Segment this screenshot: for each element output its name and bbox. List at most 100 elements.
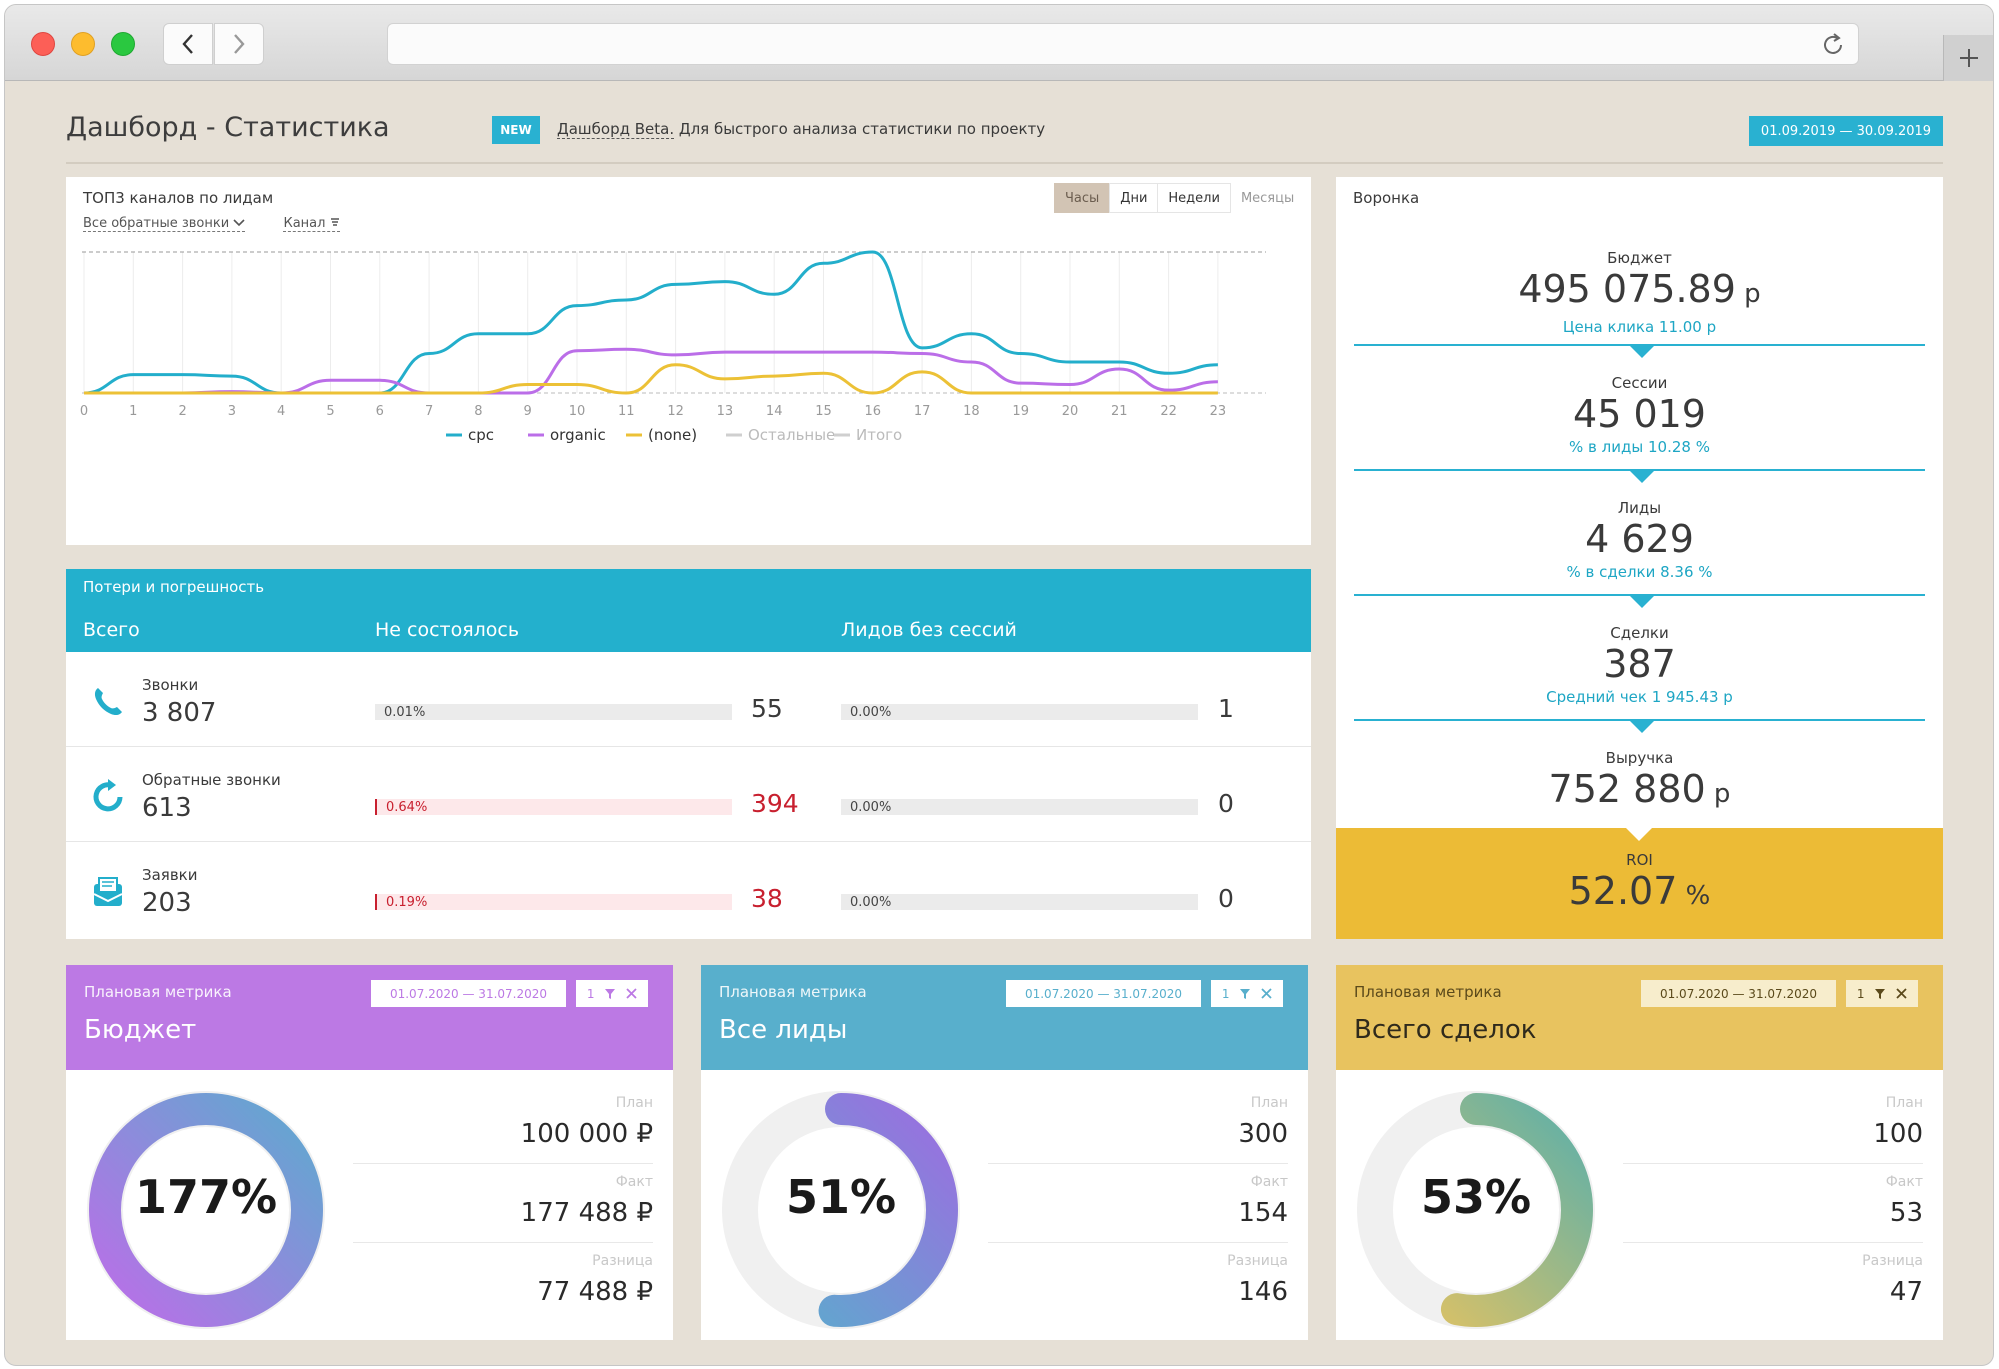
- roi-label: ROI: [1626, 851, 1653, 869]
- stage-sub: Цена клика 11.00 р: [1562, 318, 1717, 336]
- diff-label: Разница: [592, 1253, 653, 1269]
- plan-label: План: [615, 1095, 653, 1111]
- filter-channel-dropdown[interactable]: Канал: [283, 216, 340, 232]
- losses-header: Потери и погрешность Всего Не состоялось…: [66, 569, 1311, 652]
- progress-donut: [722, 1091, 960, 1329]
- browser-window: Дашборд - Статистика NEW Дашборд Beta. Д…: [4, 4, 1994, 1366]
- failed-bar: 0.19%: [375, 894, 732, 910]
- legend-item[interactable]: organic: [550, 426, 606, 444]
- row-total: 613: [142, 793, 192, 823]
- no-session-count: 0: [1218, 884, 1234, 913]
- stage-label: Сессии: [1611, 374, 1668, 392]
- legend-item[interactable]: (none): [648, 426, 697, 444]
- metric-filter-badge[interactable]: 1: [1211, 980, 1283, 1007]
- metric-filter-badge[interactable]: 1: [576, 980, 648, 1007]
- new-tab-button[interactable]: [1943, 35, 1993, 81]
- forward-button[interactable]: [214, 23, 264, 65]
- series-line-none: [84, 363, 1218, 395]
- fact-value: 177 488 ₽: [520, 1198, 653, 1228]
- plan-value: 100: [1873, 1119, 1923, 1149]
- no-session-pct: 0.00%: [850, 705, 892, 720]
- loss-row-callbacks[interactable]: Обратные звонки 613 0.64% 394 0.00% 0: [66, 747, 1311, 842]
- filter-count: 1: [1221, 986, 1230, 1001]
- legend-item[interactable]: Итого: [856, 426, 902, 444]
- period-weeks[interactable]: Недели: [1157, 183, 1231, 213]
- chevron-right-icon: [234, 34, 245, 54]
- metric-filter-badge[interactable]: 1: [1846, 980, 1918, 1007]
- period-days[interactable]: Дни: [1109, 183, 1159, 213]
- stage-value: 4 629: [1336, 517, 1943, 561]
- filter-calls-dropdown[interactable]: Все обратные звонки: [83, 216, 246, 232]
- metric-date-picker[interactable]: 01.07.2020 — 31.07.2020: [1006, 980, 1201, 1007]
- x-tick-label: 9: [524, 404, 532, 419]
- col-failed-header: Не состоялось: [375, 619, 520, 641]
- diff-label: Разница: [1227, 1253, 1288, 1269]
- stage-label: Бюджет: [1607, 249, 1672, 267]
- close-icon[interactable]: [626, 988, 637, 999]
- metric-name: Все лиды: [719, 1015, 848, 1045]
- close-icon[interactable]: [1261, 988, 1272, 999]
- reload-icon[interactable]: [1820, 32, 1846, 58]
- close-window-button[interactable]: [31, 32, 55, 56]
- maximize-window-button[interactable]: [111, 32, 135, 56]
- filter-icon: [1875, 988, 1886, 999]
- no-session-count: 1: [1218, 694, 1234, 723]
- x-tick-label: 4: [277, 404, 285, 419]
- x-tick-label: 12: [667, 404, 684, 419]
- metric-date-picker[interactable]: 01.07.2020 — 31.07.2020: [1641, 980, 1836, 1007]
- no-session-bar: 0.00%: [841, 894, 1198, 910]
- failed-pct: 0.64%: [386, 800, 428, 815]
- minimize-window-button[interactable]: [71, 32, 95, 56]
- legend-item[interactable]: Остальные: [748, 426, 835, 444]
- x-tick-label: 21: [1111, 404, 1128, 419]
- back-button[interactable]: [163, 23, 213, 65]
- x-tick-label: 14: [766, 404, 783, 419]
- metric-date-picker[interactable]: 01.07.2020 — 31.07.2020: [371, 980, 566, 1007]
- no-session-pct: 0.00%: [850, 800, 892, 815]
- beta-announcement: Дашборд Beta. Для быстрого анализа стати…: [557, 120, 1045, 139]
- fact-label: Факт: [615, 1174, 653, 1190]
- top-channels-card: ТОП3 каналов по лидам Все обратные звонк…: [66, 177, 1311, 545]
- stage-label: Лиды: [1617, 499, 1662, 517]
- loss-row-requests[interactable]: Заявки 203 0.19% 38 0.00% 0: [66, 842, 1311, 937]
- metric-card-budget: Плановая метрика Бюджет 01.07.2020 — 31.…: [66, 965, 673, 1340]
- period-months[interactable]: Месяцы: [1240, 190, 1295, 206]
- donut-progress-arc: [724, 1093, 958, 1327]
- stage-unit: р: [1735, 279, 1761, 309]
- stage-number: 495 075.89: [1518, 267, 1736, 311]
- dashboard-page: Дашборд - Статистика NEW Дашборд Beta. Д…: [5, 82, 1993, 1365]
- metric-fact: Факт 177 488 ₽: [353, 1164, 653, 1243]
- address-bar[interactable]: [387, 23, 1859, 65]
- filter-count: 1: [1856, 986, 1865, 1001]
- no-session-bar: 0.00%: [841, 704, 1198, 720]
- x-tick-label: 10: [569, 404, 586, 419]
- stage-number: 387: [1603, 642, 1676, 686]
- legend-item[interactable]: cpc: [468, 426, 494, 444]
- metric-card-deals: Плановая метрика Всего сделок 01.07.2020…: [1336, 965, 1943, 1340]
- funnel-divider: [1354, 719, 1925, 733]
- period-hours[interactable]: Часы: [1054, 183, 1111, 213]
- beta-link[interactable]: Дашборд Beta.: [557, 120, 675, 139]
- browser-titlebar: [5, 5, 1993, 81]
- diff-label: Разница: [1862, 1253, 1923, 1269]
- roi-block: ROI 52.07 %: [1336, 828, 1943, 939]
- roi-value: 52.07 %: [1336, 869, 1943, 918]
- loss-row-calls[interactable]: Звонки 3 807 0.01% 55 0.00% 1: [66, 652, 1311, 747]
- funnel-title: Воронка: [1353, 189, 1420, 207]
- x-tick-label: 7: [425, 404, 433, 419]
- x-tick-label: 18: [963, 404, 980, 419]
- stage-sub: Средний чек 1 945.43 р: [1546, 688, 1733, 706]
- date-range-picker[interactable]: 01.09.2019 — 30.09.2019: [1749, 116, 1943, 146]
- col-total-header: Всего: [83, 619, 140, 641]
- fact-label: Факт: [1885, 1174, 1923, 1190]
- donut-progress-arc: [1359, 1093, 1593, 1327]
- donut-progress-arc: [89, 1093, 323, 1327]
- close-icon[interactable]: [1896, 988, 1907, 999]
- x-tick-label: 5: [326, 404, 334, 419]
- fact-label: Факт: [1250, 1174, 1288, 1190]
- metric-fact: Факт 53: [1623, 1164, 1923, 1243]
- x-tick-label: 0: [80, 404, 88, 419]
- metric-header: Плановая метрика Всего сделок 01.07.2020…: [1336, 965, 1943, 1070]
- series-line-cpc: [83, 250, 1218, 395]
- chart-filters: Все обратные звонки Канал: [83, 216, 374, 232]
